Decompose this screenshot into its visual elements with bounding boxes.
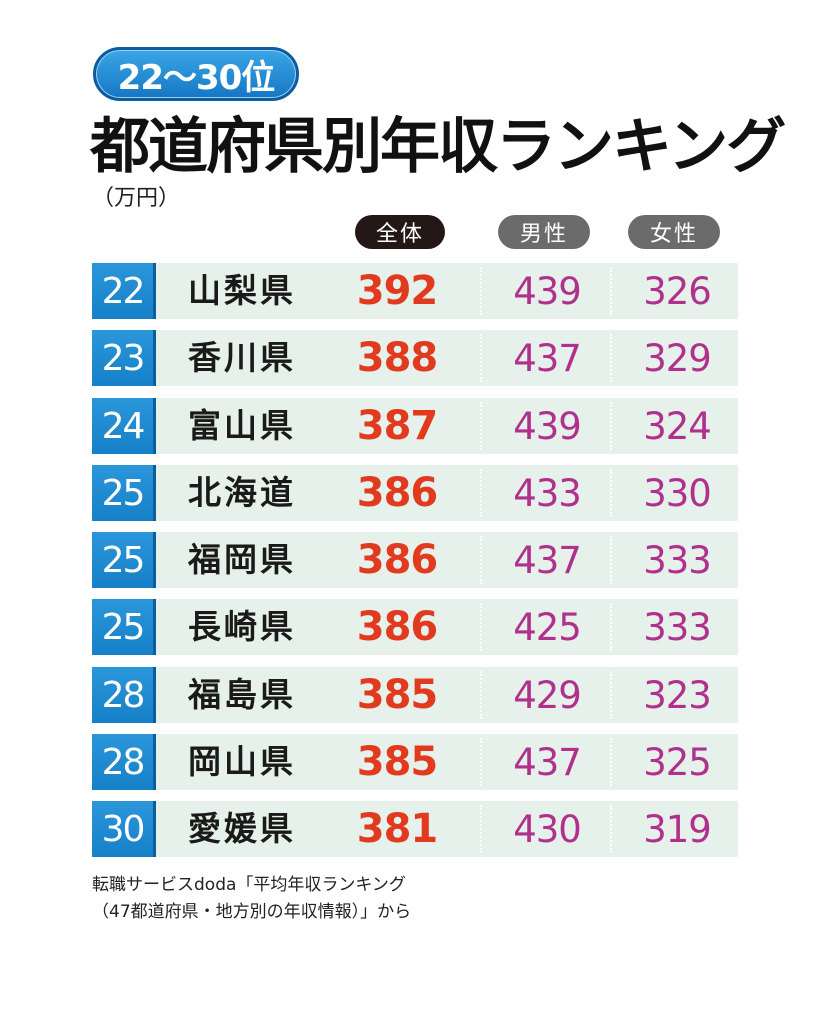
prefecture-name: 富山県 xyxy=(188,406,296,445)
column-divider xyxy=(610,267,612,315)
table-row: 23 香川県 388 437 329 xyxy=(92,330,738,386)
rank-range-badge: 22～30位 xyxy=(93,47,299,101)
column-divider xyxy=(480,267,482,315)
male-income-value: 437 xyxy=(513,740,582,784)
total-income-value: 385 xyxy=(356,672,439,718)
source-line-1: 転職サービスdoda「平均年収ランキング xyxy=(92,875,406,895)
table-row: 22 山梨県 392 439 326 xyxy=(92,263,738,319)
source-note: 転職サービスdoda「平均年収ランキング （47都道府県・地方別の年収情報）」か… xyxy=(92,872,411,926)
female-income-value: 323 xyxy=(643,673,712,717)
prefecture-name: 岡山県 xyxy=(188,742,296,781)
table-row: 30 愛媛県 381 430 319 xyxy=(92,801,738,857)
male-income-value: 437 xyxy=(513,336,582,380)
total-income-value: 386 xyxy=(356,604,439,650)
female-income-value: 319 xyxy=(643,807,712,851)
column-divider xyxy=(480,671,482,719)
total-income-value: 386 xyxy=(356,470,439,516)
column-divider xyxy=(610,469,612,517)
total-income-value: 388 xyxy=(356,335,439,381)
female-income-value: 324 xyxy=(643,404,712,448)
female-income-value: 329 xyxy=(643,336,712,380)
rank-cell: 25 xyxy=(92,599,156,655)
male-income-value: 439 xyxy=(513,404,582,448)
header-male: 男性 xyxy=(498,215,590,249)
header-female: 女性 xyxy=(628,215,720,249)
column-divider xyxy=(610,334,612,382)
table-row: 28 岡山県 385 437 325 xyxy=(92,734,738,790)
total-income-value: 387 xyxy=(356,403,439,449)
rank-cell: 30 xyxy=(92,801,156,857)
rank-cell: 28 xyxy=(92,734,156,790)
prefecture-name: 山梨県 xyxy=(188,271,296,310)
column-divider xyxy=(480,334,482,382)
male-income-value: 437 xyxy=(513,538,582,582)
table-row: 25 長崎県 386 425 333 xyxy=(92,599,738,655)
column-divider xyxy=(480,738,482,786)
female-income-value: 326 xyxy=(643,269,712,313)
total-income-value: 381 xyxy=(356,806,439,852)
column-divider xyxy=(610,536,612,584)
table-row: 28 福島県 385 429 323 xyxy=(92,667,738,723)
rank-cell: 25 xyxy=(92,532,156,588)
female-income-value: 330 xyxy=(643,471,712,515)
male-income-value: 429 xyxy=(513,673,582,717)
table-row: 24 富山県 387 439 324 xyxy=(92,398,738,454)
prefecture-name: 北海道 xyxy=(188,473,296,512)
column-divider xyxy=(610,805,612,853)
prefecture-name: 香川県 xyxy=(188,338,296,377)
rank-cell: 23 xyxy=(92,330,156,386)
source-line-2: （47都道府県・地方別の年収情報）」から xyxy=(92,902,412,922)
column-divider xyxy=(480,536,482,584)
column-divider xyxy=(480,469,482,517)
column-divider xyxy=(480,603,482,651)
prefecture-name: 長崎県 xyxy=(188,607,296,646)
rank-cell: 24 xyxy=(92,398,156,454)
column-divider xyxy=(610,603,612,651)
male-income-value: 425 xyxy=(513,605,582,649)
male-income-value: 439 xyxy=(513,269,582,313)
male-income-value: 430 xyxy=(513,807,582,851)
prefecture-name: 愛媛県 xyxy=(188,809,296,848)
male-income-value: 433 xyxy=(513,471,582,515)
female-income-value: 333 xyxy=(643,538,712,582)
column-divider xyxy=(480,402,482,450)
total-income-value: 392 xyxy=(356,268,439,314)
prefecture-name: 福島県 xyxy=(188,675,296,714)
page-title: 都道府県別年収ランキング xyxy=(90,112,786,182)
column-divider xyxy=(480,805,482,853)
column-divider xyxy=(610,671,612,719)
column-divider xyxy=(610,402,612,450)
prefecture-name: 福岡県 xyxy=(188,540,296,579)
unit-label: （万円） xyxy=(92,186,181,211)
table-row: 25 北海道 386 433 330 xyxy=(92,465,738,521)
rank-cell: 22 xyxy=(92,263,156,319)
table-row: 25 福岡県 386 437 333 xyxy=(92,532,738,588)
female-income-value: 325 xyxy=(643,740,712,784)
total-income-value: 386 xyxy=(356,537,439,583)
female-income-value: 333 xyxy=(643,605,712,649)
column-divider xyxy=(610,738,612,786)
total-income-value: 385 xyxy=(356,739,439,785)
rank-cell: 25 xyxy=(92,465,156,521)
rank-cell: 28 xyxy=(92,667,156,723)
header-total: 全体 xyxy=(355,215,445,249)
